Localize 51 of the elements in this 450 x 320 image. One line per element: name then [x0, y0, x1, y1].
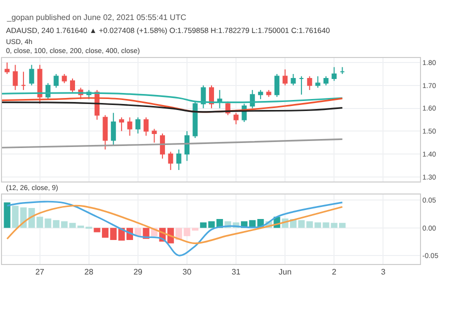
candlestick: [340, 66, 345, 74]
candlestick: [282, 68, 288, 86]
x-tick-label: 3: [380, 267, 386, 276]
bar: [4, 202, 10, 228]
candlestick: [332, 66, 337, 82]
candlestick: [266, 89, 272, 98]
candlestick: [274, 73, 280, 98]
candlestick: [315, 76, 320, 88]
candlestick: [29, 64, 34, 86]
candlestick: [4, 62, 10, 74]
candlestick: [323, 76, 328, 86]
candlestick: [54, 73, 59, 88]
candlestick: [152, 128, 157, 144]
candlestick: [192, 100, 198, 139]
candlestick: [102, 114, 108, 150]
candlestick: [127, 116, 132, 136]
line-series: [2, 138, 344, 148]
candlestick: [168, 151, 174, 171]
x-tick-label: 2: [332, 267, 337, 276]
candlestick: [12, 64, 18, 90]
candlestick: [290, 73, 296, 86]
candlestick: [37, 64, 42, 104]
candlestick: [119, 116, 124, 132]
chart-title: _gopan published on June 02, 2021 05:55:41 UTC: [6, 13, 186, 22]
candlestick: [176, 148, 182, 171]
x-tick-label: 30: [182, 267, 192, 276]
candlestick: [258, 89, 264, 100]
line-series: [6, 200, 344, 256]
candlestick: [298, 76, 304, 96]
line-series: [6, 204, 344, 244]
x-tick-label: 31: [232, 267, 242, 276]
candlestick: [62, 73, 67, 84]
candlestick: [144, 116, 149, 136]
candlestick: [234, 112, 239, 125]
candlestick: [70, 78, 76, 93]
line-series: [2, 92, 344, 104]
candlestick: [184, 130, 190, 162]
line-series: [2, 102, 344, 113]
candlestick: [307, 76, 312, 90]
x-tick-label: Jun: [278, 267, 292, 276]
candlestick: [20, 71, 26, 90]
x-tick-label: 28: [84, 267, 94, 276]
candlestick: [217, 89, 222, 109]
line-series: [2, 97, 344, 113]
candlestick: [160, 132, 165, 160]
candlestick: [200, 84, 206, 109]
x-tick-label: 27: [35, 267, 45, 276]
candlestick: [110, 112, 116, 146]
candlestick: [209, 84, 214, 109]
x-tick-label: 29: [133, 267, 143, 276]
candlestick: [135, 116, 140, 134]
